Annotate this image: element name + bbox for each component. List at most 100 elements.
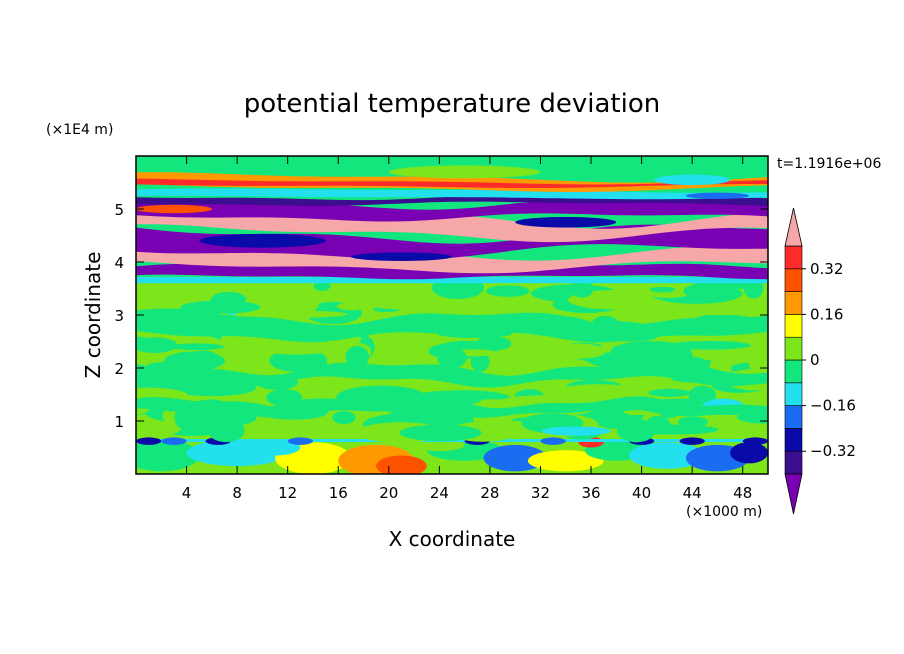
x-unit-label: (×1000 m) [686, 504, 762, 520]
field-blob [654, 174, 731, 186]
mid-band [136, 396, 768, 418]
noise-blob [345, 345, 369, 368]
noise-blob [249, 338, 342, 355]
field-blob [515, 216, 617, 228]
noise-blob [485, 285, 530, 297]
noise-blob [470, 351, 490, 372]
colorbar-segment [784, 245, 803, 270]
field-blob [628, 442, 705, 469]
colorbar-label: 0.16 [810, 305, 843, 323]
noise-blob [269, 348, 328, 373]
noise-blob [326, 424, 345, 438]
noise-blob [337, 302, 365, 311]
y-tick-label: 3 [114, 307, 124, 325]
y-axis: 1 2 3 4 5 [114, 201, 768, 431]
colorbar-extend-top [784, 207, 803, 247]
field-blob [136, 439, 200, 472]
noise-blob [172, 285, 206, 297]
noise-blob [677, 416, 708, 428]
noise-blob [399, 424, 482, 442]
colorbar-label: −0.32 [810, 442, 856, 460]
colorbar-segment [784, 428, 803, 452]
y-unit-label: (×1E4 m) [46, 122, 113, 138]
surface-blob [161, 437, 187, 445]
surface-blob [287, 437, 313, 445]
red-band [136, 178, 768, 188]
noise-blob [649, 286, 676, 293]
field-blob [730, 442, 768, 464]
noise-blob [627, 424, 719, 435]
surface-blob [742, 437, 768, 445]
noise-blob [475, 336, 512, 351]
noise-blob [437, 347, 467, 368]
noise-blob [570, 280, 594, 298]
colorbar-label: 0 [810, 351, 820, 369]
noise-blob [167, 343, 225, 351]
x-tick-label: 48 [733, 484, 752, 502]
noise-blob [147, 361, 212, 369]
field-blob [136, 204, 212, 214]
mid-band [136, 361, 768, 388]
surface-blob [136, 437, 162, 445]
x-tick-label: 24 [430, 484, 449, 502]
x-axis-label: X coordinate [389, 527, 516, 551]
colorbar-segment [784, 450, 803, 475]
noise-blob [136, 336, 150, 348]
noise-blob [254, 310, 348, 318]
plot-area [136, 156, 768, 474]
x-tick-label: 28 [480, 484, 499, 502]
x-tick-label: 8 [232, 484, 242, 502]
field-blob [350, 252, 452, 261]
noise-blob [454, 285, 479, 295]
y-tick-label: 2 [114, 360, 124, 378]
field-blob [388, 165, 541, 179]
x-tick-label: 40 [632, 484, 651, 502]
colorbar-segment [784, 405, 803, 429]
y-axis-label: Z coordinate [81, 252, 105, 379]
time-label: t=1.1916e+06 [777, 156, 881, 172]
x-axis: 4 8 12 16 20 24 28 32 36 40 44 48 [182, 156, 752, 502]
field-blob [249, 439, 301, 456]
colorbar-extend-bottom [784, 473, 803, 515]
y-tick-label: 1 [114, 413, 124, 431]
y-tick-label: 4 [114, 254, 124, 272]
cyan-band [136, 276, 768, 284]
mid-band [136, 310, 768, 343]
colorbar-label: −0.16 [810, 397, 856, 415]
x-tick-label: 32 [531, 484, 550, 502]
colorbar-segment [784, 291, 803, 315]
x-tick-label: 12 [278, 484, 297, 502]
colorbar-label: 0.32 [810, 260, 843, 278]
x-tick-label: 36 [581, 484, 600, 502]
colorbar-segment [784, 314, 803, 338]
noise-blob [743, 278, 764, 299]
noise-blob [648, 388, 691, 397]
noise-blob [688, 303, 766, 313]
field-blob [199, 233, 326, 248]
noise-blob [633, 306, 657, 322]
noise-blob [668, 340, 751, 350]
chart-title: potential temperature deviation [244, 89, 660, 119]
noise-blob [366, 297, 443, 310]
noise-blob [693, 277, 711, 300]
noise-blob [313, 281, 331, 291]
colorbar-segment [784, 359, 803, 384]
noise-blob [598, 408, 628, 429]
noise-blob [332, 410, 356, 425]
x-tick-label: 4 [182, 484, 192, 502]
field-blob [685, 192, 750, 199]
cyan-band-upper [136, 188, 768, 200]
pink-band [136, 242, 768, 274]
noise-blob [284, 293, 320, 314]
field-blob [527, 450, 604, 472]
x-tick-label: 20 [379, 484, 398, 502]
noise-blob [394, 332, 424, 338]
noise-blob [552, 343, 606, 359]
colorbar-segment [784, 268, 803, 292]
colorbar-segment [784, 382, 803, 406]
x-tick-label: 16 [329, 484, 348, 502]
y-tick-label: 5 [114, 201, 124, 219]
surface-blob [540, 437, 566, 445]
noise-blob [541, 426, 611, 436]
